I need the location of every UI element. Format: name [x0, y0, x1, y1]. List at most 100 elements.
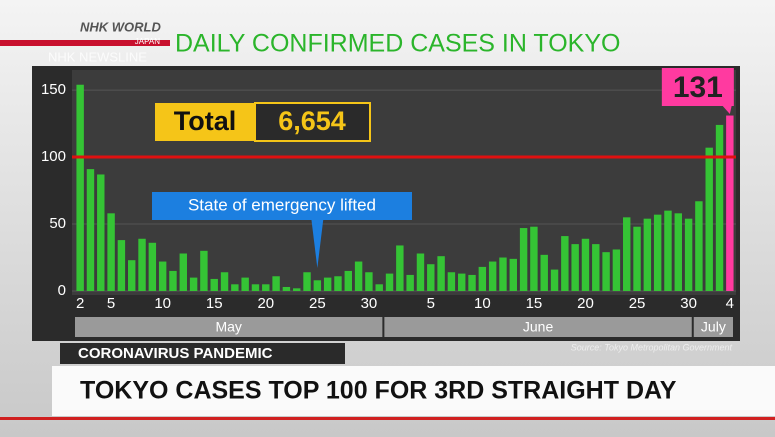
logo-bar [0, 40, 170, 46]
x-tick-label: 30 [361, 295, 378, 312]
month-label: May [215, 319, 241, 335]
bar [334, 276, 342, 291]
total-label: Total [174, 106, 237, 136]
value-label-pointer [721, 105, 732, 114]
topic: CORONAVIRUS PANDEMIC [78, 345, 273, 362]
bar [158, 261, 167, 291]
total-value: 6,654 [278, 106, 346, 136]
bar [550, 269, 559, 291]
chart-title: DAILY CONFIRMED CASES IN TOKYO [175, 30, 620, 58]
month-band [75, 317, 383, 337]
source: Source: Tokyo Metropolitan Government [571, 342, 733, 352]
x-tick-label: 2 [76, 295, 84, 312]
bottom-rule [0, 417, 775, 420]
bar [251, 284, 260, 291]
bar [488, 261, 497, 291]
bar [138, 238, 146, 291]
bar [530, 226, 538, 291]
bar [664, 210, 672, 291]
bar [241, 277, 249, 291]
bar [458, 273, 466, 291]
x-tick-label: 30 [680, 295, 697, 312]
bar [107, 213, 115, 291]
x-tick-label: 15 [526, 295, 543, 312]
annotation-box [152, 192, 412, 220]
bar [210, 278, 218, 291]
headline-box [52, 366, 775, 416]
bar [97, 174, 105, 291]
logo-sub: JAPAN [135, 37, 160, 46]
bar [571, 244, 579, 291]
value-label: 131 [673, 71, 723, 104]
bar [592, 244, 600, 291]
bar [128, 260, 136, 291]
bar [272, 276, 280, 291]
annotation-pointer [311, 219, 324, 268]
x-tick-label: 25 [629, 295, 646, 312]
bar [478, 266, 487, 291]
bar [612, 249, 621, 291]
bar [86, 169, 95, 291]
bar [715, 124, 724, 291]
annotation: State of emergency lifted [188, 195, 376, 214]
y-tick-label: 50 [49, 215, 66, 232]
month-label: June [523, 319, 554, 335]
y-tick-label: 100 [41, 148, 66, 165]
x-tick-label: 10 [474, 295, 491, 312]
headline: TOKYO CASES TOP 100 FOR 3RD STRAIGHT DAY [80, 377, 677, 405]
bar [416, 253, 425, 291]
bar [396, 245, 404, 291]
bar [303, 272, 311, 291]
month-band [693, 317, 733, 337]
bar [705, 147, 713, 291]
x-tick-label: 25 [309, 295, 326, 312]
logo: NHK WORLD [80, 19, 161, 34]
bar [602, 252, 610, 291]
x-tick-label: 4 [726, 295, 734, 312]
x-tick-label: 15 [206, 295, 223, 312]
bar [674, 213, 682, 291]
bar [117, 240, 126, 291]
bar [375, 284, 383, 291]
bar [509, 258, 517, 291]
program: NHK NEWSLINE [48, 49, 147, 64]
bar [633, 226, 641, 291]
x-tick-label: 10 [154, 295, 171, 312]
bar [385, 273, 394, 291]
month-label: July [701, 319, 726, 335]
bar [406, 274, 414, 291]
bar [623, 217, 631, 291]
total-value-box [254, 102, 371, 142]
bar [365, 272, 373, 291]
bar [179, 253, 187, 291]
y-tick-label: 150 [41, 81, 66, 98]
month-band [384, 317, 692, 337]
bar [447, 272, 456, 291]
bar [499, 257, 507, 291]
bar [695, 201, 703, 291]
topic-box [60, 343, 345, 364]
bar [643, 218, 652, 291]
total-label-box [155, 103, 255, 141]
bar [437, 256, 445, 291]
bar [519, 228, 528, 291]
bar [282, 286, 291, 291]
bar [323, 277, 332, 291]
value-label-box [661, 68, 734, 106]
bar [189, 277, 198, 291]
bar [148, 242, 157, 291]
bar [262, 284, 270, 291]
bar [726, 115, 734, 291]
x-tick-label: 20 [257, 295, 274, 312]
bar [540, 254, 548, 291]
bar [427, 264, 435, 291]
x-tick-label: 5 [107, 295, 115, 312]
bar [220, 272, 229, 291]
bar [200, 250, 208, 291]
bar [684, 218, 693, 291]
x-tick-label: 20 [577, 295, 594, 312]
bar [354, 261, 363, 291]
bar [468, 274, 476, 291]
bar [76, 84, 84, 291]
